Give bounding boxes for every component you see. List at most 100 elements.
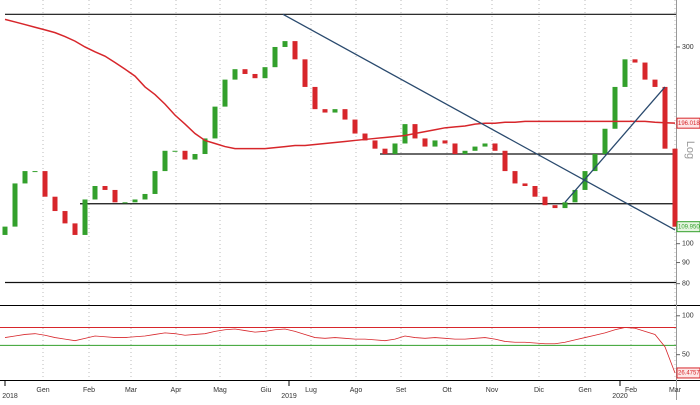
candle [342, 109, 348, 120]
ma-value-box [676, 117, 700, 129]
candle [42, 171, 48, 197]
candle [332, 109, 338, 113]
last-price-label: 109.9500 [678, 224, 700, 230]
candle [512, 171, 518, 184]
x-tick-label: Feb [83, 387, 95, 394]
candle [452, 143, 458, 155]
candle [252, 73, 258, 79]
candle [232, 69, 238, 80]
candle [362, 133, 368, 141]
year-label: 2018 [2, 393, 18, 400]
candle [272, 46, 278, 68]
candle [192, 154, 198, 160]
candle [522, 183, 528, 187]
candle [622, 59, 628, 87]
y-tick-label: 80 [682, 280, 690, 287]
candle [132, 199, 138, 203]
y-tick-label: 90 [682, 259, 690, 266]
rsi-value-label: 26.4757 [678, 371, 700, 377]
candle [502, 150, 508, 172]
x-tick-label: Ott [442, 387, 451, 394]
x-tick-label: Feb [625, 387, 637, 394]
candle [432, 140, 438, 147]
rsi-tick-label: 100 [682, 313, 694, 320]
x-tick-label: Lug [305, 387, 317, 394]
candle [222, 79, 228, 107]
year-label: 2019 [281, 393, 297, 400]
x-tick-label: Nov [486, 387, 499, 394]
ma-value-label: 196.0184 [678, 121, 700, 127]
candle [562, 202, 568, 209]
candle [292, 41, 298, 60]
candle [92, 186, 98, 200]
candle [662, 86, 668, 149]
year-label: 2020 [612, 393, 628, 400]
x-tick-label: Set [396, 387, 407, 394]
rsi-line [4, 327, 676, 374]
x-tick-label: Mag [213, 387, 227, 394]
x-tick-label: Ago [350, 387, 363, 394]
x-tick-label: Dic [534, 387, 545, 394]
candle [202, 138, 208, 155]
candle [12, 183, 18, 227]
candle [462, 150, 468, 155]
candle [242, 69, 248, 74]
candle [422, 138, 428, 147]
candle [32, 171, 38, 173]
candle [122, 202, 128, 204]
candle [152, 171, 158, 194]
candle [542, 196, 548, 206]
x-tick-label: Gen [36, 387, 49, 394]
candle [142, 193, 148, 200]
x-tick-label: Giu [261, 387, 272, 394]
candle [402, 124, 408, 144]
candle [652, 79, 658, 87]
y-tick-label: 300 [682, 44, 694, 51]
candle [72, 223, 78, 235]
rsi-tick-label: 50 [682, 352, 690, 359]
rsi-value-box [676, 367, 700, 379]
candle [592, 154, 598, 172]
candle [172, 150, 178, 152]
candle [82, 199, 88, 235]
candle [382, 148, 388, 155]
scale-label: Log [684, 141, 696, 159]
candle [52, 196, 58, 212]
candle [442, 140, 448, 144]
candle [182, 150, 188, 160]
moving-average [4, 18, 676, 150]
candle [112, 189, 118, 203]
candle [282, 41, 288, 47]
trendline [564, 86, 666, 203]
x-tick-label: Gen [578, 387, 591, 394]
candle [2, 226, 8, 235]
candle [62, 211, 68, 224]
last-price-box [676, 221, 700, 233]
candle [162, 150, 168, 172]
candle [312, 86, 318, 110]
candle [302, 59, 308, 87]
candle [372, 140, 378, 149]
candle [412, 124, 418, 139]
candle [612, 86, 618, 129]
x-tick-label: Apr [171, 387, 183, 394]
candle [572, 189, 578, 203]
candle [602, 128, 608, 155]
x-tick-label: Mar [125, 387, 138, 394]
x-tick-label: Mar [669, 387, 682, 394]
candle [492, 143, 498, 151]
candle [102, 186, 108, 190]
candle [642, 62, 648, 80]
candle [672, 148, 678, 227]
candle [322, 109, 328, 113]
candle [212, 106, 218, 139]
candle [552, 205, 558, 209]
trendline [282, 13, 676, 231]
candle [22, 171, 28, 184]
candle [532, 186, 538, 197]
candle [262, 67, 268, 79]
y-tick-label: 100 [682, 241, 694, 248]
candle [472, 146, 478, 151]
